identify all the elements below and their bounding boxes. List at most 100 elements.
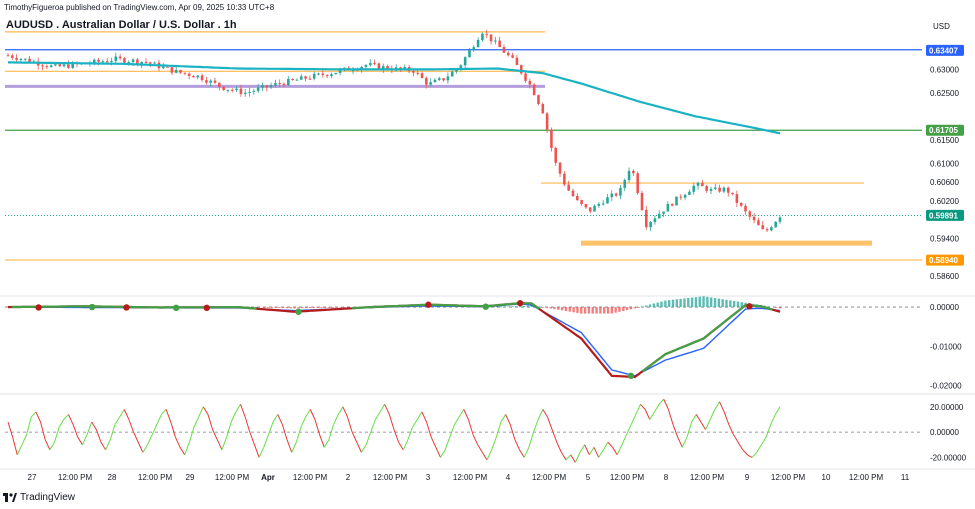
macd-histogram-bar: [324, 307, 327, 308]
x-tick-label: 27: [28, 473, 37, 482]
candle-body: [507, 52, 510, 56]
oscillator-segment: [695, 414, 702, 423]
oscillator-segment: [212, 429, 218, 440]
oscillator-segment: [295, 426, 302, 443]
candle-body: [580, 200, 583, 204]
candle-body: [174, 69, 178, 73]
candle-body: [381, 66, 385, 69]
candle-body: [601, 203, 605, 205]
macd-histogram-bar: [320, 307, 323, 308]
macd-histogram-bar: [343, 307, 346, 308]
macd-histogram-bar: [255, 306, 258, 308]
oscillator-segment: [430, 436, 437, 448]
macd-histogram-bar: [610, 307, 614, 314]
candle-body: [399, 67, 402, 69]
oscillator-segment: [472, 434, 479, 445]
x-tick-label: 12:00 PM: [849, 473, 884, 482]
oscillator-segment: [635, 404, 641, 415]
macd-histogram-bar: [557, 307, 560, 310]
candle-body: [110, 60, 113, 62]
candle-body: [153, 62, 156, 64]
candle-body: [54, 64, 57, 66]
candle-body: [692, 185, 696, 192]
oscillator-segment: [91, 421, 97, 430]
candle-body: [308, 78, 312, 80]
x-tick-label: 8: [664, 473, 669, 482]
oscillator-segment: [440, 449, 446, 458]
macd-histogram-bar: [740, 302, 743, 308]
candle-body: [131, 59, 135, 62]
macd-histogram-bar: [736, 301, 740, 308]
x-tick-label: 12:00 PM: [58, 473, 93, 482]
oscillator-segment: [514, 439, 521, 451]
macd-histogram-bar: [698, 296, 701, 308]
y-tick-label: 0.61000: [930, 159, 959, 168]
macd-bullish-segment: [11, 301, 773, 373]
oscillator-segment: [719, 401, 725, 413]
candle-body: [696, 182, 700, 186]
oscillator-segment: [12, 437, 18, 456]
macd-histogram-bar: [270, 307, 273, 308]
macd-histogram-bar: [308, 307, 312, 309]
oscillator-segment: [244, 416, 251, 433]
macd-histogram-bar: [625, 307, 629, 311]
macd-histogram-bar: [553, 307, 556, 310]
oscillator-segment: [565, 454, 572, 461]
oscillator-segment: [616, 444, 623, 456]
oscillator-segment: [402, 439, 409, 451]
oscillator-segment: [384, 404, 390, 415]
macd-histogram-bar: [251, 306, 254, 308]
candle-body: [748, 211, 752, 217]
moving-average-line: [8, 61, 781, 135]
candle-body: [584, 203, 588, 208]
oscillator-segment: [68, 414, 74, 425]
oscillator-segment: [319, 434, 325, 448]
price-badge-label: 0.58940: [929, 256, 958, 265]
candle-body: [321, 73, 325, 76]
candle-body: [718, 187, 721, 192]
candle-body: [485, 33, 489, 35]
oscillator-segment: [421, 411, 428, 423]
macd-histogram-bar: [293, 307, 296, 309]
oscillator-segment: [305, 409, 311, 418]
oscillator-segment: [598, 449, 604, 458]
oscillator-segment: [16, 444, 23, 456]
candle-body: [166, 66, 169, 68]
candle-body: [230, 89, 234, 91]
candle-body: [226, 89, 230, 91]
candle-body: [761, 225, 765, 230]
oscillator-segment: [458, 409, 465, 418]
candle-body: [386, 66, 389, 70]
oscillator-segment: [370, 419, 376, 433]
candle-body: [666, 203, 670, 212]
oscillator-segment: [709, 409, 716, 420]
candle-body: [161, 66, 165, 69]
candle-body: [597, 203, 601, 206]
oscillator-segment: [156, 414, 162, 425]
candle-body: [123, 58, 126, 63]
candle-body: [252, 90, 256, 92]
oscillator-segment: [207, 414, 214, 430]
oscillator-segment: [109, 424, 116, 440]
oscillator-segment: [654, 404, 660, 413]
candle-body: [235, 88, 238, 91]
macd-histogram-bar: [560, 307, 564, 311]
candle-body: [92, 59, 96, 64]
oscillator-segment: [649, 411, 655, 420]
oscillator-segment: [142, 444, 148, 453]
oscillator-segment: [733, 434, 739, 443]
candle-body: [765, 229, 769, 231]
oscillator-segment: [756, 444, 762, 453]
candle-body: [287, 78, 290, 86]
macd-histogram-bar: [304, 307, 308, 309]
macd-histogram-bar: [710, 297, 713, 308]
y-tick-label: -20.00000: [930, 453, 967, 462]
macd-histogram-bar: [637, 307, 640, 308]
macd-histogram-bar: [706, 296, 709, 308]
oscillator-segment: [672, 424, 679, 438]
tradingview-logo[interactable]: TradingView: [3, 492, 75, 503]
candle-body: [338, 69, 342, 73]
oscillator-segment: [486, 449, 493, 461]
oscillator-segment: [161, 409, 167, 415]
